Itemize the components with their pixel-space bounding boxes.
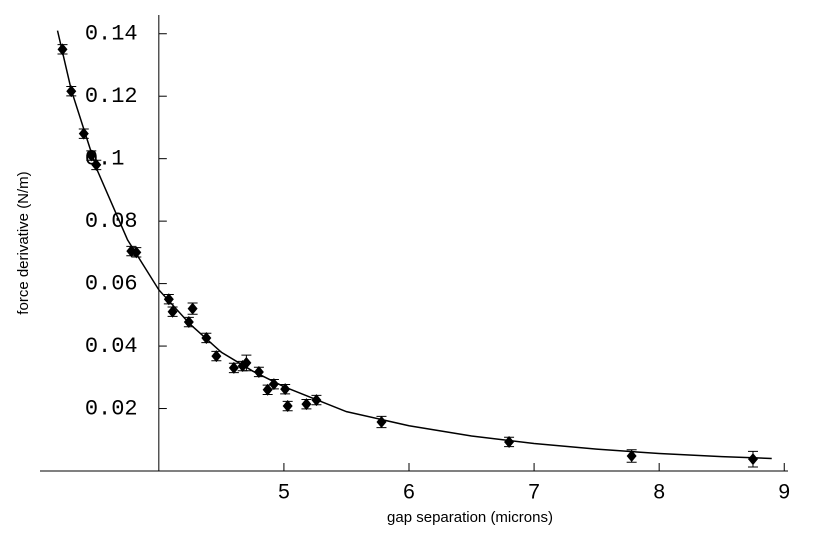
data-point [747, 453, 758, 466]
x-tick-label: 5 [278, 481, 290, 504]
y-tick-label: 0.12 [85, 84, 138, 109]
x-axis-label: gap separation (microns) [387, 509, 553, 526]
y-tick-label: 0.08 [85, 209, 138, 234]
data-point [504, 435, 515, 448]
data-point [262, 383, 273, 396]
data-point [626, 450, 637, 463]
data-point [376, 415, 387, 428]
y-tick-label: 0.06 [85, 271, 138, 296]
data-point [187, 302, 198, 315]
x-tick-label: 9 [778, 481, 790, 504]
data-point [282, 400, 293, 413]
x-tick-label: 6 [403, 481, 415, 504]
data-point [301, 398, 312, 411]
y-tick-label: 0.02 [85, 396, 138, 421]
fit-curve [56, 30, 772, 460]
data-point [211, 350, 222, 363]
x-tick-label: 7 [528, 481, 540, 504]
y-axis-label: force derivative (N/m) [15, 171, 32, 314]
x-tick-label: 8 [653, 481, 665, 504]
data-point [163, 293, 174, 306]
y-tick-label: 0.04 [85, 334, 138, 359]
data-point [228, 361, 239, 374]
y-tick-label: 0.14 [85, 22, 138, 47]
